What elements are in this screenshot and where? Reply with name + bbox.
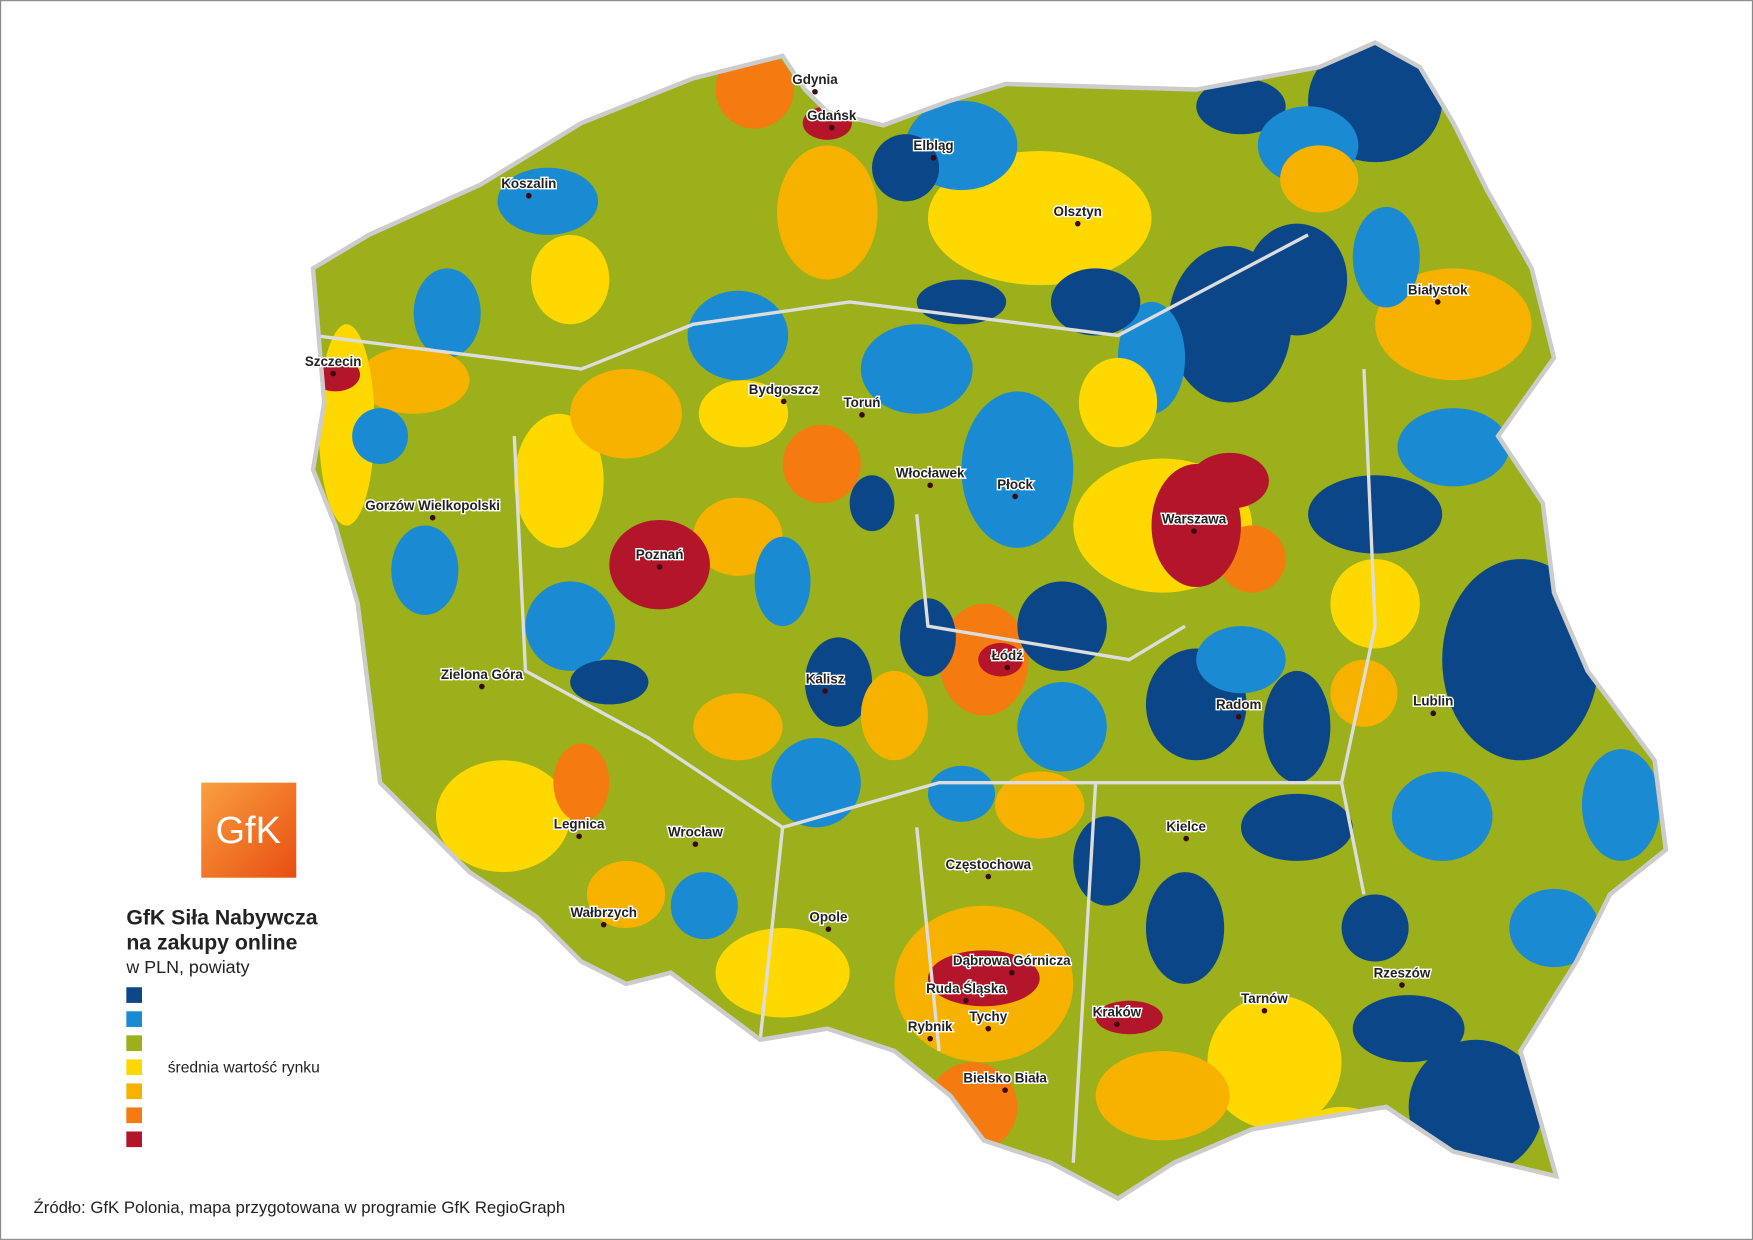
city-dot [930, 154, 937, 161]
city-label: Ruda Śląska [926, 981, 1006, 996]
city-dot [812, 88, 818, 95]
legend-swatch [126, 1083, 142, 1100]
logo-text: GfK [215, 810, 280, 852]
city-label: Płock [997, 477, 1033, 492]
city-dot [600, 921, 607, 928]
city-label: Poznań [636, 547, 684, 562]
city-dot [1002, 1087, 1008, 1093]
city-dot [692, 841, 699, 847]
city-dot [985, 1025, 992, 1032]
city-label: Warszawa [1162, 511, 1227, 526]
city-dot [859, 412, 865, 418]
city-label: Dąbrowa Górnicza [953, 953, 1071, 968]
city-dot [330, 370, 336, 377]
legend-swatch [126, 1011, 142, 1027]
source: Źródło: GfK Polonia, mapa przygotowana w… [34, 1198, 566, 1217]
city-label: Częstochowa [945, 857, 1031, 872]
city-labels: Gdynia Gdańsk Elbląg Koszalin Olsztyn Białyst… [303, 71, 1469, 1093]
city-dot [1004, 664, 1011, 671]
city-dot [1430, 710, 1437, 717]
city-label: Tarnów [1241, 991, 1288, 1006]
city-dot [828, 124, 835, 131]
city-label: Gdynia [792, 72, 838, 87]
city-dot [963, 997, 969, 1004]
city-label: Gorzów Wielkopolski [365, 498, 500, 513]
city-label: Kraków [1093, 1005, 1142, 1020]
city-dot [985, 873, 992, 880]
city-label: Kalisz [806, 671, 845, 686]
city-label: Szczecin [305, 354, 362, 369]
city-label: Kielce [1166, 819, 1205, 834]
city-dot [429, 514, 436, 521]
city-label: Gdańsk [807, 108, 857, 123]
city-dot [526, 192, 532, 199]
city-dot [1012, 493, 1018, 500]
city-dot [1191, 528, 1197, 534]
city-dot [1183, 835, 1189, 842]
city-dot [927, 482, 933, 489]
legend-subtitle: w PLN, powiaty [125, 957, 249, 977]
city-label: Włocławek [896, 466, 965, 481]
city-label: Białystok [1408, 282, 1468, 297]
legend-swatch [126, 1131, 142, 1148]
legend: średnia wartość rynku [126, 987, 320, 1148]
city-dot [1074, 220, 1081, 227]
legend-swatch [126, 1035, 142, 1051]
legend-swatch [126, 1107, 142, 1124]
city-label: Bielsko Biała [963, 1070, 1047, 1085]
city-dot [822, 688, 828, 694]
city-dot [479, 683, 485, 690]
city-label: Łódź [992, 648, 1024, 663]
city-label: Opole [809, 909, 847, 924]
logo [201, 782, 297, 878]
city-label: Bydgoszcz [749, 382, 819, 397]
city-label: Wałbrzych [570, 905, 637, 920]
city-label: Lublin [1413, 694, 1453, 709]
city-label: Koszalin [501, 176, 556, 191]
city-dot [780, 398, 787, 405]
city-label: Rzeszów [1374, 965, 1431, 980]
city-dot [1114, 1021, 1120, 1027]
city-dot [1399, 982, 1405, 988]
city-dot [576, 833, 582, 840]
legend-title: GfK Siła Nabywcza [126, 906, 317, 930]
city-label: Wrocław [668, 825, 723, 840]
city-label: Elbląg [913, 138, 953, 153]
city-label: Zielona Góra [441, 667, 523, 682]
city-dot [1261, 1007, 1268, 1014]
city-label: Legnica [554, 817, 605, 832]
city-label: Rybnik [908, 1019, 953, 1034]
legend-title: na zakupy online [126, 930, 297, 954]
city-dot [825, 926, 832, 932]
city-dot [1008, 969, 1015, 976]
city-dot [656, 564, 663, 570]
city-label: Olsztyn [1054, 204, 1102, 219]
city-label: Radom [1216, 697, 1262, 712]
city-dot [1434, 299, 1441, 305]
city-label: Tychy [969, 1009, 1007, 1024]
city-dot [1235, 713, 1242, 720]
region-border [313, 233, 1377, 1163]
legend-swatch [126, 987, 142, 1003]
legend-swatch [126, 1059, 142, 1076]
city-label: Toruń [843, 395, 880, 410]
city-dot [927, 1035, 933, 1042]
legend-label: średnia wartość rynku [168, 1059, 320, 1076]
